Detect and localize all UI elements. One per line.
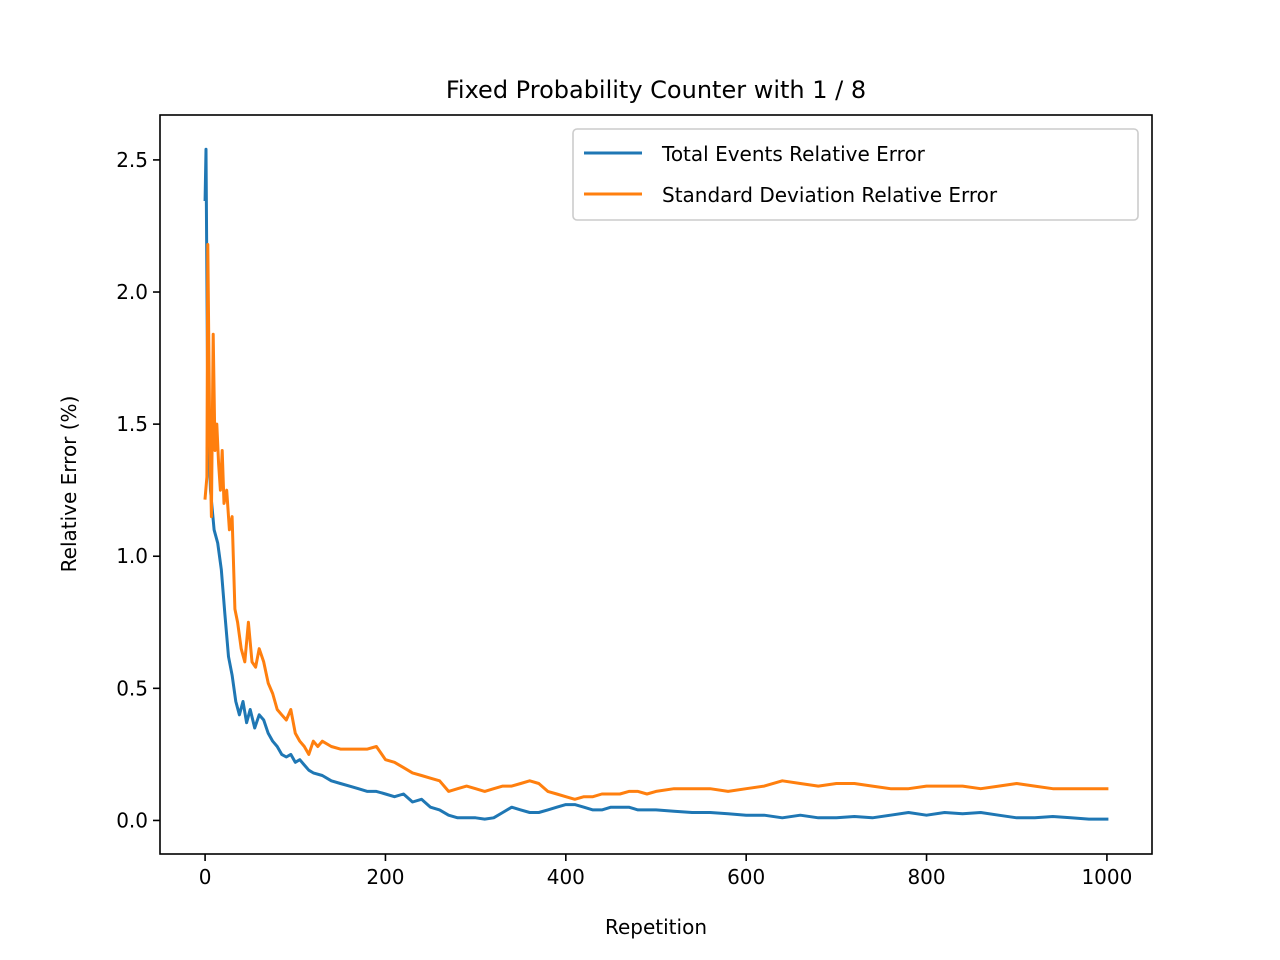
plot-lines — [203, 147, 1109, 821]
y-axis: 0.0 0.5 1.0 1.5 2.0 2.5 — [116, 148, 160, 832]
y-tick-label: 1.0 — [116, 544, 148, 568]
series-line-1 — [203, 243, 1109, 801]
y-tick-label: 0.5 — [116, 676, 148, 700]
y-axis-label: Relative Error (%) — [57, 396, 81, 573]
y-tick-label: 0.0 — [116, 808, 148, 832]
chart-title: Fixed Probability Counter with 1 / 8 — [446, 76, 866, 104]
x-axis-label: Repetition — [605, 915, 707, 939]
y-tick-label: 2.5 — [116, 148, 148, 172]
x-tick-label: 400 — [547, 865, 585, 889]
plot-area-frame — [159, 114, 1153, 855]
legend: Total Events Relative Error Standard Dev… — [572, 128, 1139, 221]
legend-label-total-events: Total Events Relative Error — [661, 142, 926, 166]
x-tick-label: 0 — [199, 865, 212, 889]
series-line-0 — [203, 147, 1109, 821]
x-tick-label: 600 — [727, 865, 765, 889]
legend-frame — [572, 128, 1139, 221]
x-tick-label: 800 — [907, 865, 945, 889]
x-tick-label: 200 — [366, 865, 404, 889]
y-tick-label: 1.5 — [116, 412, 148, 436]
y-tick-label: 2.0 — [116, 280, 148, 304]
x-tick-label: 1000 — [1081, 865, 1132, 889]
x-axis: 0 200 400 600 800 1000 — [199, 854, 1132, 889]
legend-label-std-deviation: Standard Deviation Relative Error — [662, 183, 998, 207]
